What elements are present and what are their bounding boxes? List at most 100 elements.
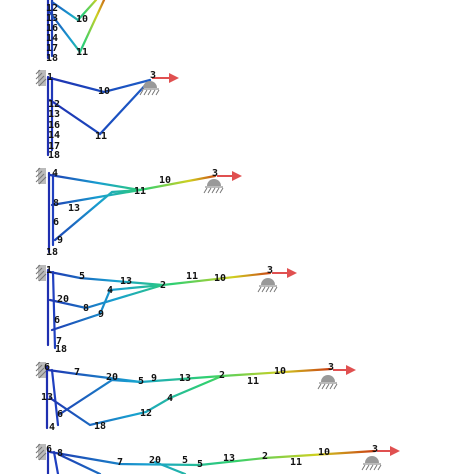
- node-label: 18: [55, 344, 67, 355]
- node-label: 10: [318, 447, 330, 458]
- node-labels: 12 13 16 14 17 18 10 11 1 3 10 12 13 16 …: [41, 3, 378, 470]
- node-label: 16: [46, 23, 58, 34]
- node-label: 11: [95, 131, 107, 142]
- node-label: 6: [54, 315, 60, 326]
- link: [48, 449, 377, 467]
- node-label: 7: [56, 336, 62, 347]
- node-label: 11: [76, 47, 88, 58]
- node-label: 11: [186, 271, 198, 282]
- node-label: 13: [179, 373, 191, 384]
- node-label: 13: [120, 276, 132, 287]
- node-label: 12: [46, 3, 58, 14]
- node-label: 2: [262, 451, 268, 462]
- link: [48, 173, 217, 192]
- link: [46, 0, 106, 55]
- node-label: 13: [223, 453, 235, 464]
- node-label: 6: [57, 409, 63, 420]
- node-label: 6: [46, 444, 52, 455]
- link: [48, 283, 165, 310]
- node-label: 5: [182, 455, 188, 466]
- node-label: 5: [197, 459, 203, 470]
- node-label: 10: [98, 86, 110, 97]
- node-label: 12: [140, 408, 152, 419]
- node-label: 20: [149, 455, 161, 466]
- symbol: [35, 443, 47, 461]
- node-label: 18: [46, 247, 58, 258]
- link: [50, 188, 142, 207]
- node-label: 1: [46, 265, 52, 276]
- node-label: 3: [212, 168, 218, 179]
- link: [58, 453, 102, 474]
- node-label: 18: [48, 150, 60, 161]
- node-label: 20: [106, 372, 118, 383]
- panel: [35, 361, 356, 430]
- node-label: 9: [98, 309, 104, 320]
- node-label: 3: [372, 444, 378, 455]
- symbol: [317, 374, 338, 390]
- node-label: 4: [167, 393, 173, 404]
- symbol: [35, 69, 47, 87]
- link: [53, 188, 142, 242]
- node-label: 13: [46, 13, 58, 24]
- node-label: 18: [46, 53, 58, 64]
- link: [48, 78, 152, 136]
- node-label: 5: [79, 271, 85, 282]
- node-label: 4: [52, 168, 58, 179]
- node-label: 8: [83, 303, 89, 314]
- node-label: 11: [134, 186, 146, 197]
- node-label: 10: [214, 273, 226, 284]
- node-label: 9: [151, 373, 157, 384]
- node-label: 11: [290, 457, 302, 468]
- panel: [35, 69, 179, 157]
- node-label: 3: [267, 265, 273, 276]
- node-label: 11: [247, 376, 259, 387]
- node-label: 4: [49, 422, 55, 433]
- node-label: 3: [150, 70, 156, 81]
- node-label: 10: [76, 14, 88, 25]
- node-label: 8: [53, 198, 59, 209]
- node-label: 17: [46, 43, 58, 54]
- node-label: 9: [57, 235, 63, 246]
- symbol: [203, 178, 224, 194]
- panel: [35, 443, 400, 474]
- node-label: 14: [46, 33, 58, 44]
- link: [58, 378, 143, 416]
- node-label: 2: [160, 280, 166, 291]
- node-label: 16: [48, 120, 60, 131]
- link: [48, 76, 152, 94]
- node-label: 17: [48, 141, 60, 152]
- link: [153, 460, 187, 474]
- node-label: 2: [219, 370, 225, 381]
- symbol: [257, 277, 278, 293]
- node-label: 13: [41, 392, 53, 403]
- link: [50, 0, 98, 22]
- node-label: 10: [159, 175, 171, 186]
- symbol: [361, 455, 382, 471]
- node-label: 4: [107, 285, 113, 296]
- node-label: 6: [44, 362, 50, 373]
- link: [50, 368, 60, 427]
- node-label: 18: [94, 421, 106, 432]
- link: [48, 374, 224, 427]
- node-label: 8: [57, 448, 63, 459]
- node-label: 7: [74, 367, 80, 378]
- link: [52, 450, 60, 474]
- node-label: 10: [274, 366, 286, 377]
- link: [51, 270, 57, 350]
- symbol: [35, 264, 47, 282]
- node-label: 5: [138, 376, 144, 387]
- node-label: 3: [328, 362, 334, 373]
- panel: [46, 0, 106, 60]
- node-label: 6: [53, 217, 59, 228]
- node-label: 12: [48, 99, 60, 110]
- node-label: 14: [48, 130, 60, 141]
- node-label: 1: [47, 72, 53, 83]
- node-label: 20: [57, 294, 69, 305]
- panel: [35, 264, 297, 350]
- link: [50, 283, 165, 332]
- node-label: 13: [68, 203, 80, 214]
- panel: [35, 167, 242, 254]
- link: [48, 270, 272, 287]
- node-label: 7: [117, 457, 123, 468]
